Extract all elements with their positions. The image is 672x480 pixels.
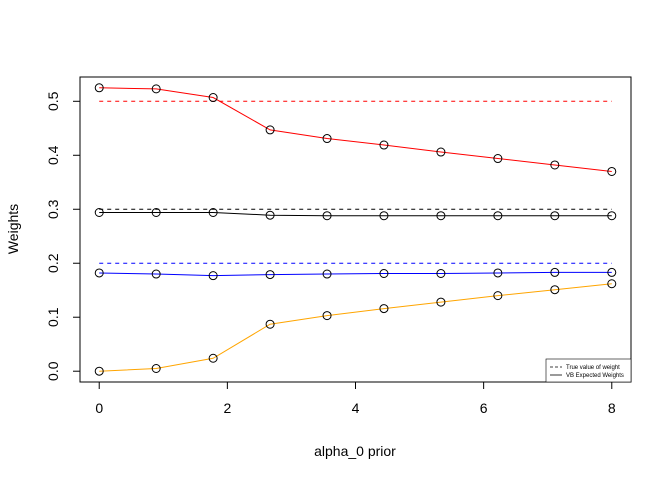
- y-tick-label-1: 0.1: [45, 307, 61, 327]
- legend-label-vb: VB Expected Weights: [566, 373, 624, 379]
- axes: 0 2 4 6 8 0.0 0.1 0.2 0.3 0.4 0.5: [45, 91, 616, 416]
- series-line-3: [99, 283, 612, 372]
- series-0-point-2: [208, 93, 218, 103]
- x-tick-label-2: 4: [352, 400, 360, 416]
- series-3-point-6: [436, 297, 446, 307]
- x-tick-label-3: 6: [480, 400, 488, 416]
- series-1-point-9: [607, 211, 617, 221]
- y-axis-label: Weights: [5, 204, 21, 254]
- series-2-point-4: [322, 269, 332, 279]
- series-1-point-5: [379, 211, 389, 221]
- series-0-point-7: [493, 154, 503, 164]
- series-3-point-5: [379, 304, 389, 314]
- series-0-point-8: [550, 160, 560, 170]
- series-3-point-9: [607, 279, 617, 289]
- series-0-point-1: [151, 84, 161, 94]
- series-1-point-2: [208, 207, 218, 217]
- series-0-point-9: [607, 166, 617, 176]
- series-line-2: [99, 271, 612, 277]
- series-3-point-8: [550, 285, 560, 295]
- series-1-point-3: [265, 210, 275, 220]
- series-1-point-1: [151, 207, 161, 217]
- series-3-point-1: [151, 364, 161, 374]
- series-line-1: [99, 211, 612, 217]
- y-tick-label-2: 0.2: [45, 253, 61, 273]
- x-tick-label-4: 8: [608, 400, 616, 416]
- series-1-point-7: [493, 211, 503, 221]
- legend-label-true: True value of weight: [566, 365, 620, 371]
- series-0-point-0: [94, 83, 104, 93]
- x-tick-label-1: 2: [223, 400, 231, 416]
- series-2-point-9: [607, 267, 617, 277]
- series-2-point-3: [265, 270, 275, 280]
- series-1-point-0: [94, 207, 104, 217]
- series-1-point-8: [550, 211, 560, 221]
- series-0-point-5: [379, 140, 389, 150]
- y-tick-label-5: 0.5: [45, 91, 61, 111]
- series-2-point-6: [436, 268, 446, 278]
- series-2-point-8: [550, 267, 560, 277]
- series-0-point-4: [322, 134, 332, 144]
- plot-box: [79, 76, 632, 383]
- legend-box: [545, 358, 632, 383]
- series-line-0: [99, 87, 612, 172]
- series-2-point-0: [94, 268, 104, 278]
- series-3-point-0: [94, 366, 104, 376]
- series-2-point-7: [493, 268, 503, 278]
- series-2-point-2: [208, 271, 218, 281]
- series-3-point-7: [493, 291, 503, 301]
- x-tick-label-0: 0: [95, 400, 103, 416]
- legend: True value of weight VB Expected Weights: [545, 358, 632, 383]
- x-axis-label: alpha_0 prior: [314, 443, 396, 459]
- series-0-point-3: [265, 125, 275, 135]
- series-3-point-4: [322, 311, 332, 321]
- y-tick-label-3: 0.3: [45, 199, 61, 219]
- series-1-point-4: [322, 211, 332, 221]
- y-tick-label-0: 0.0: [45, 361, 61, 381]
- chart-marks: [94, 83, 617, 376]
- series-3-point-3: [265, 319, 275, 329]
- series-1-point-6: [436, 211, 446, 221]
- series-2-point-5: [379, 268, 389, 278]
- series-0-point-6: [436, 147, 446, 157]
- y-tick-label-4: 0.4: [45, 145, 61, 165]
- series-3-point-2: [208, 353, 218, 363]
- series-2-point-1: [151, 269, 161, 279]
